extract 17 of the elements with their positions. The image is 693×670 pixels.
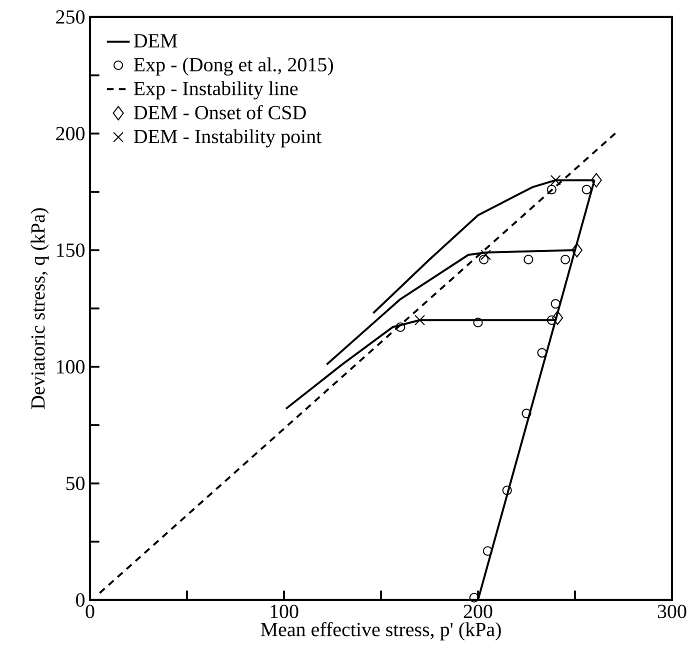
y-tick-label: 100 [57, 360, 85, 374]
y-tick-label: 150 [57, 243, 85, 257]
legend-label: Exp - (Dong et al., 2015) [134, 57, 333, 76]
legend-label: DEM - Instability point [134, 129, 322, 148]
y-tick-label: 200 [56, 126, 85, 140]
x-tick-label: 100 [270, 604, 298, 618]
x-axis-title: Mean effective stress, p' (kPa) [260, 622, 501, 640]
legend-label: DEM [134, 34, 178, 48]
x-tick-label: 300 [658, 604, 686, 618]
y-tick-label: 0 [76, 593, 85, 607]
y-tick-label: 250 [56, 10, 85, 24]
x-tick-label: 200 [464, 604, 492, 618]
legend-label: Exp - Instability line [134, 81, 298, 100]
legend-label: DEM - Onset of CSD [134, 105, 306, 120]
x-tick-label: 0 [86, 604, 94, 618]
y-tick-label: 50 [66, 476, 85, 490]
y-axis-title: Deviatoric stress, q (kPa) [30, 208, 49, 409]
